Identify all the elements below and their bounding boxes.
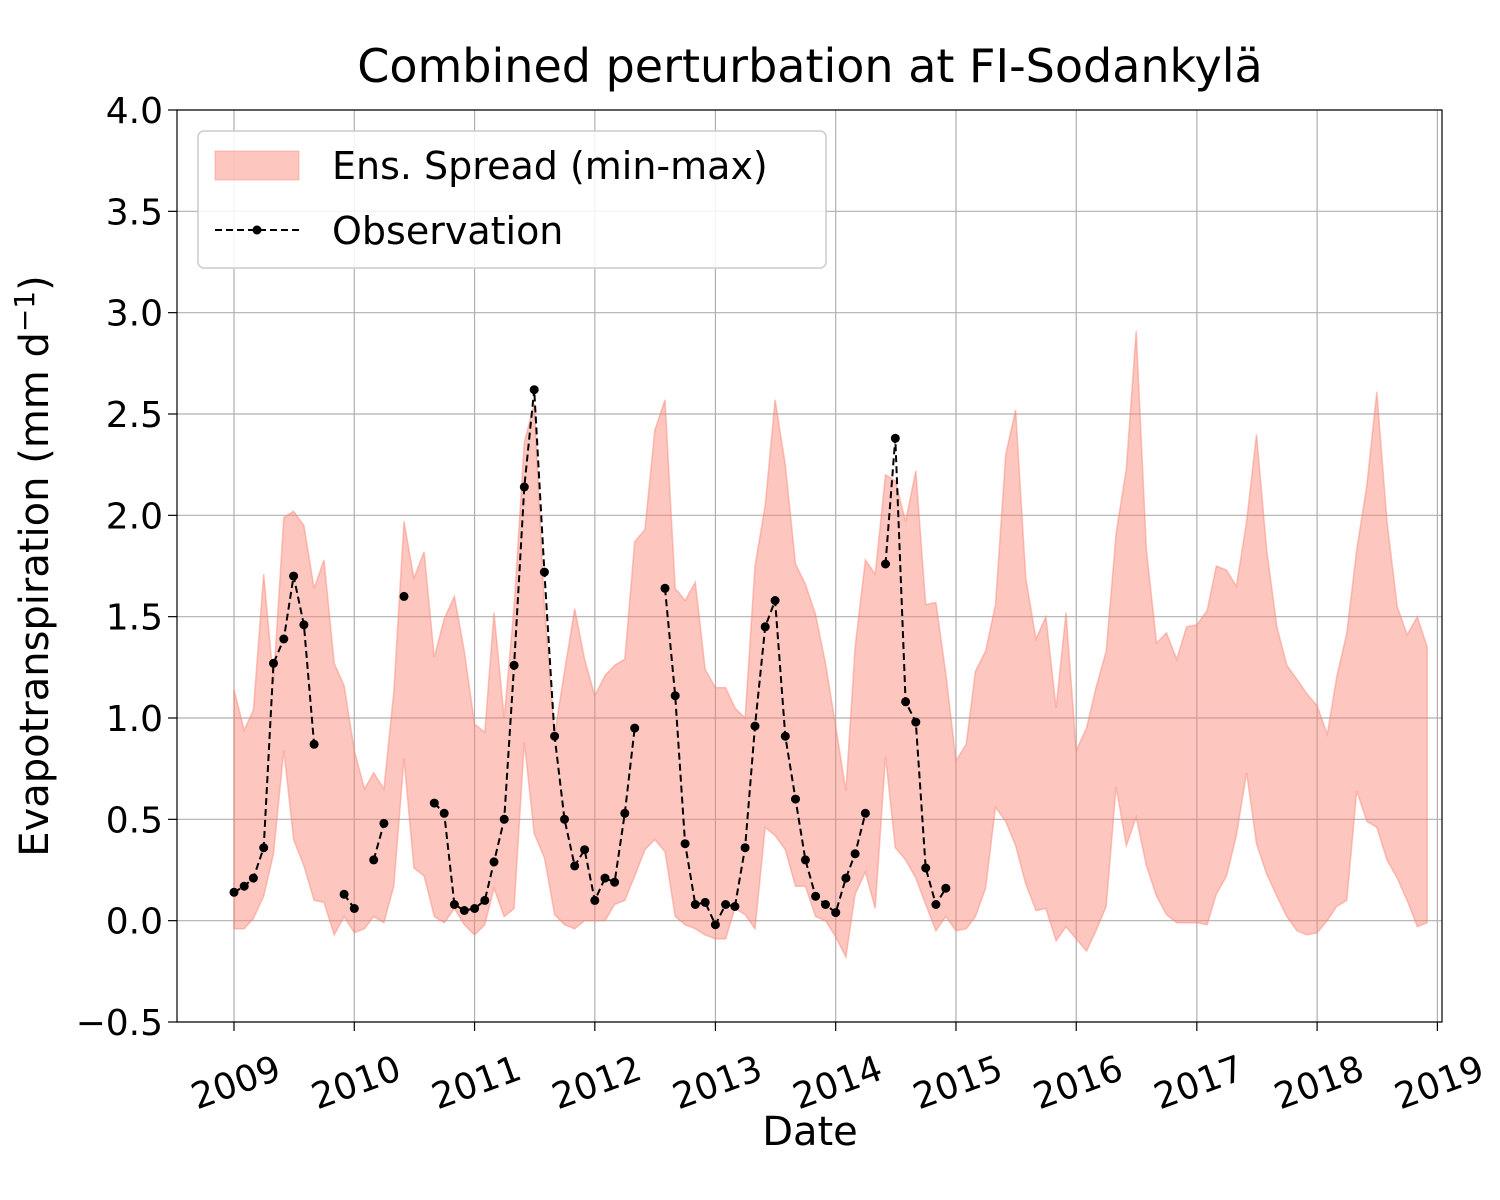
observation-point [269, 658, 278, 668]
y-tick-label: 3.0 [106, 294, 163, 335]
observation-point [780, 731, 790, 741]
observation-point [931, 900, 941, 909]
y-tick-label: 1.5 [106, 598, 163, 639]
observation-point [881, 559, 890, 569]
observation-point [590, 895, 600, 905]
y-tick-label: 1.0 [106, 699, 163, 740]
observation-point [379, 818, 389, 828]
observation-point [499, 814, 509, 824]
observation-point [821, 900, 830, 909]
y-axis-label: Evapotranspiration (mm d−1) [8, 275, 58, 856]
observation-point [299, 620, 309, 630]
observation-point [750, 721, 760, 731]
y-tick-label: 4.0 [106, 91, 163, 132]
observation-point [811, 891, 821, 901]
observation-point [610, 877, 620, 887]
observation-point [680, 839, 690, 849]
observation-point [831, 908, 841, 918]
observation-point [620, 808, 630, 818]
observation-point [489, 857, 499, 867]
legend-label-observation: Observation [332, 209, 563, 253]
observation-point [439, 808, 449, 818]
observation-point [580, 845, 590, 855]
observation-point [600, 873, 610, 883]
observation-point [760, 622, 770, 632]
observation-point [770, 596, 780, 605]
observation-point [860, 808, 870, 818]
observation-point [660, 583, 670, 593]
observation-point [399, 591, 409, 601]
x-axis-label: Date [762, 1109, 858, 1155]
observation-point [700, 897, 710, 907]
observation-point [248, 873, 258, 883]
observation-point [850, 849, 860, 859]
observation-point [449, 900, 459, 909]
legend: Ens. Spread (min-max) Observation [197, 130, 827, 269]
observation-point [529, 385, 539, 395]
observation-point [791, 794, 800, 804]
ensemble-spread-band [233, 330, 1428, 960]
observation-point [890, 433, 900, 443]
y-tick-label: 3.5 [106, 192, 163, 233]
observation-line-segment [372, 823, 385, 861]
observation-point [560, 814, 569, 824]
observation-point [740, 843, 750, 853]
y-tick-label: 0.0 [106, 902, 163, 943]
observation-point [309, 739, 319, 749]
ensemble-spread-area [233, 330, 1428, 960]
observation-point [670, 691, 680, 701]
y-tick-label: 0.5 [106, 800, 163, 841]
observation-point [911, 717, 921, 727]
observation-point [339, 889, 349, 899]
observation-point [470, 904, 480, 913]
observation-point [690, 900, 700, 909]
legend-band-swatch [214, 150, 300, 181]
observation-point [429, 798, 439, 808]
observation-point [841, 873, 851, 883]
observation-point [279, 634, 289, 644]
observation-point [550, 731, 560, 741]
observation-point [229, 887, 239, 897]
observation-point [730, 902, 740, 911]
observation-point [289, 571, 299, 581]
observation-point [239, 881, 249, 891]
observation-point [941, 883, 951, 893]
observation-point [630, 723, 640, 733]
legend-label-spread: Ens. Spread (min-max) [332, 144, 768, 188]
observation-point [349, 904, 359, 913]
observation-point [369, 855, 379, 865]
observation-point [519, 482, 529, 492]
observation-point [710, 920, 720, 930]
legend-box [197, 130, 827, 269]
observation-point [459, 906, 469, 915]
observation-point [480, 895, 490, 905]
observation-point [921, 863, 931, 873]
observation-point [901, 697, 911, 707]
y-tick-label: 2.5 [106, 395, 163, 436]
observation-point [509, 660, 519, 670]
observation-series [229, 385, 951, 930]
legend-observation-marker [252, 225, 262, 235]
chart-title: Combined perturbation at FI-Sodankylä [357, 39, 1263, 93]
observation-point [570, 861, 580, 871]
observation-point [721, 900, 731, 909]
y-tick-label: −0.5 [76, 1003, 163, 1044]
observation-point [259, 843, 269, 853]
y-tick-label: 2.0 [106, 496, 163, 537]
y-axis-ticks: −0.5 0.0 0.5 1.0 1.5 2.0 2.5 3.0 3.5 4.0 [76, 91, 177, 1044]
observation-point [539, 567, 549, 577]
observation-point [800, 855, 810, 865]
plot-frame [176, 109, 1443, 1023]
